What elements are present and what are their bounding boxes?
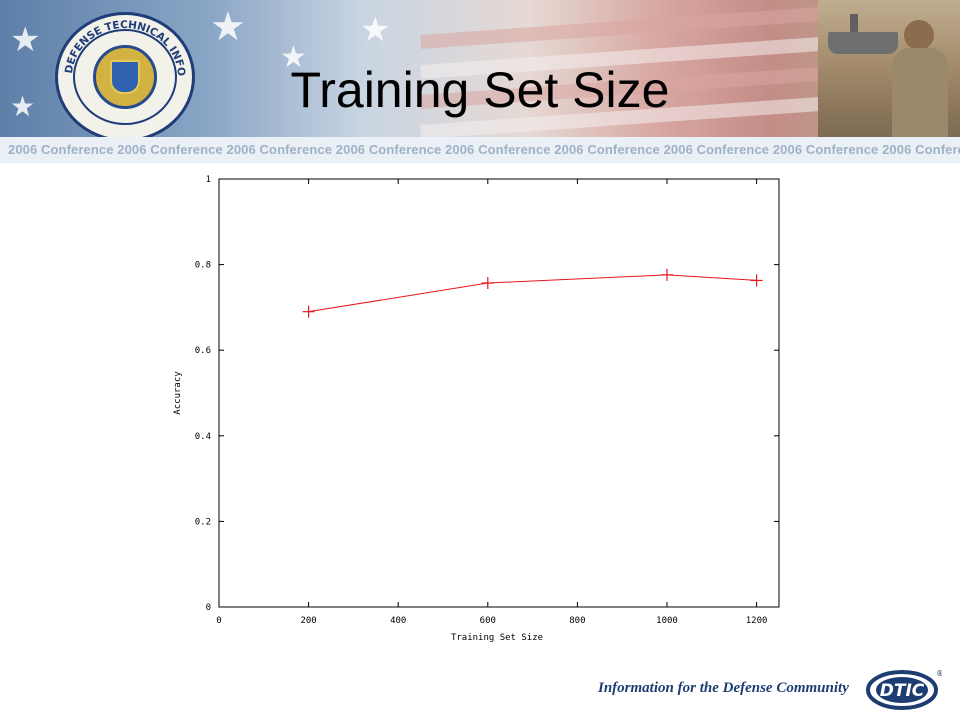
data-point-marker bbox=[661, 268, 673, 281]
x-tick-label: 400 bbox=[390, 616, 406, 626]
data-point-marker bbox=[481, 277, 494, 290]
data-point-marker bbox=[302, 305, 315, 318]
military-photo-collage bbox=[818, 0, 960, 137]
axis-tick-labels: 0 200 400 600 800 1000 1200 0 0.2 0.4 0.6 0.8 1 bbox=[195, 175, 768, 626]
y-tick-label: 0.4 bbox=[195, 432, 211, 442]
y-tick-label: 1 bbox=[206, 175, 211, 185]
logo-fill bbox=[876, 677, 928, 703]
logo-text: DTIC bbox=[880, 681, 925, 701]
dtic-seal-logo: DEFENSE TECHNICAL INFORMATION CENTER bbox=[55, 12, 195, 137]
star-icon: ★ bbox=[10, 20, 41, 60]
y-tick-label: 0.2 bbox=[195, 517, 211, 527]
x-tick-label: 200 bbox=[300, 616, 316, 626]
y-axis-label: Accuracy bbox=[173, 371, 183, 415]
slide-header-banner: ★ ★ ★ ★ ★ DEFENSE TECHNICAL INFORMATION … bbox=[0, 0, 960, 137]
ship-mast-shape bbox=[850, 14, 858, 34]
footer-tagline: Information for the Defense Community bbox=[598, 680, 849, 696]
y-tick-label: 0 bbox=[206, 603, 211, 613]
axis-ticks bbox=[218, 178, 779, 608]
conference-banner: 2006 Conference 2006 Conference 2006 Con… bbox=[0, 137, 960, 163]
seal-emblem bbox=[93, 45, 157, 109]
dtic-logo: DTIC ® bbox=[866, 669, 942, 710]
x-tick-label: 600 bbox=[480, 616, 496, 626]
y-tick-label: 0.6 bbox=[195, 346, 211, 356]
x-tick-label: 0 bbox=[216, 616, 221, 626]
slide-title: Training Set Size bbox=[290, 62, 670, 118]
seal-inner-ring bbox=[73, 29, 177, 125]
x-tick-label: 1000 bbox=[656, 616, 678, 626]
series-line bbox=[308, 274, 757, 313]
plot-area-frame bbox=[218, 178, 780, 608]
star-icon: ★ bbox=[360, 10, 391, 50]
x-tick-label: 1200 bbox=[746, 616, 768, 626]
seal-text-ring: DEFENSE TECHNICAL INFORMATION CENTER bbox=[58, 15, 187, 77]
data-point-marker bbox=[750, 274, 763, 287]
soldier-icon bbox=[892, 48, 948, 137]
star-icon: ★ bbox=[10, 90, 36, 123]
star-icon: ★ bbox=[280, 40, 307, 75]
soldier-head-shape bbox=[904, 20, 934, 50]
x-axis-label: Training Set Size bbox=[451, 633, 543, 643]
shield-icon bbox=[110, 60, 140, 94]
ship-icon bbox=[828, 32, 898, 54]
star-icon: ★ bbox=[210, 4, 246, 50]
registered-mark: ® bbox=[936, 669, 942, 678]
y-tick-label: 0.8 bbox=[195, 261, 211, 271]
x-tick-label: 800 bbox=[569, 616, 585, 626]
series-markers bbox=[302, 268, 763, 318]
